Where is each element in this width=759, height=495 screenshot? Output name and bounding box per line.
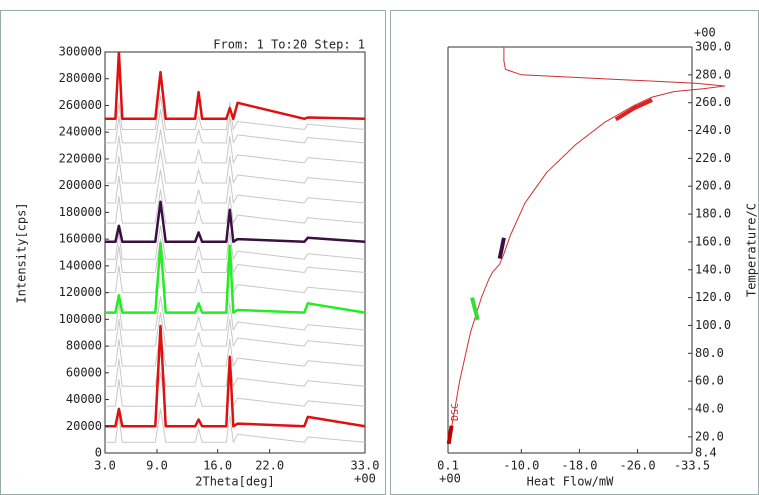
annotation: From: 1 To:20 Step: 1 (213, 38, 365, 52)
series-line (105, 225, 365, 260)
dsc-panel (390, 10, 759, 495)
xrd-series (105, 52, 365, 443)
y-tick-label: 220.0 (695, 151, 731, 165)
y-tick-label: 0 (95, 446, 102, 460)
y-tick-label: 100000 (59, 312, 102, 326)
y-tick-label: 300.0 (695, 40, 731, 54)
series-line (105, 200, 365, 244)
y-tick-label: 240.0 (695, 123, 731, 137)
y-axis-label: Temperature/C (745, 203, 759, 297)
y-tick-label: 60000 (66, 365, 102, 379)
y-tick-label: 8.4 (695, 446, 717, 460)
series-line (105, 169, 365, 204)
y-tick-label: 300000 (59, 45, 102, 59)
series-line (105, 332, 365, 367)
x-tick-label: -10.0 (503, 459, 539, 473)
series-line (105, 241, 365, 314)
series-line (614, 98, 653, 122)
x-tick-label: 33.0 (351, 459, 380, 473)
x-tick-label: -33.5 (674, 459, 710, 473)
series-line (105, 238, 365, 273)
series-line (448, 47, 726, 444)
y-tick-label: 80.0 (695, 346, 724, 360)
xrd-panel (0, 10, 386, 495)
y-tick-label: 100.0 (695, 318, 731, 332)
x-tick-label: -26.0 (619, 459, 655, 473)
x-tick-label: 3.0 (94, 459, 116, 473)
series-line (470, 297, 480, 321)
y-tick-label: 80000 (66, 339, 102, 353)
series-line (105, 129, 365, 164)
y-tick-label: 160.0 (695, 234, 731, 248)
y-tick-label: 260000 (59, 98, 102, 112)
series-line (497, 237, 506, 260)
y-tick-label: 240000 (59, 125, 102, 139)
series-line (105, 258, 365, 294)
y-tick-label: 280000 (59, 71, 102, 85)
y-tick-label: 280.0 (695, 67, 731, 81)
y-tick-label: 20.0 (695, 429, 724, 443)
y-tick-label: 200.0 (695, 179, 731, 193)
x-tick-label: -18.0 (561, 459, 597, 473)
y-tick-label: 220000 (59, 151, 102, 165)
annotation: DSC (450, 403, 461, 421)
series-line (105, 52, 365, 121)
y-tick-label: 140000 (59, 258, 102, 272)
y-tick-label: 40.0 (695, 402, 724, 416)
dsc-series (446, 47, 726, 445)
y-tick-label: 40000 (66, 392, 102, 406)
x-tick-label: 16.0 (203, 459, 232, 473)
y-tick-label: 160000 (59, 232, 102, 246)
series-line (105, 372, 365, 407)
series-line (446, 425, 454, 445)
y-tick-label: 60.0 (695, 374, 724, 388)
y-tick-label: 120000 (59, 285, 102, 299)
x-axis-label: Heat Flow/mW (527, 475, 614, 489)
series-line (105, 312, 365, 347)
x-tick-label: 0.1 (437, 459, 459, 473)
x-exponent: +00 (439, 472, 461, 486)
y-exponent: +00 (694, 26, 716, 40)
series-line (105, 408, 365, 443)
y-tick-label: 200000 (59, 178, 102, 192)
y-axis-label: Intensity[cps] (15, 202, 29, 303)
y-tick-label: 20000 (66, 419, 102, 433)
series-line (105, 189, 365, 224)
x-tick-label: 9.0 (146, 459, 168, 473)
x-exponent: +00 (354, 472, 376, 486)
series-line (105, 95, 365, 130)
series-line (105, 149, 365, 184)
xrd-plot-frame (104, 51, 366, 454)
x-axis-label: 2Theta[deg] (195, 475, 274, 489)
y-tick-label: 180.0 (695, 207, 731, 221)
x-tick-label: 22.0 (255, 459, 284, 473)
series-line (105, 109, 365, 144)
series-line (105, 352, 365, 387)
series-line (105, 324, 365, 428)
y-tick-label: 120.0 (695, 290, 731, 304)
y-tick-label: 180000 (59, 205, 102, 219)
series-line (105, 296, 365, 331)
y-tick-label: 140.0 (695, 262, 731, 276)
y-tick-label: 260.0 (695, 95, 731, 109)
